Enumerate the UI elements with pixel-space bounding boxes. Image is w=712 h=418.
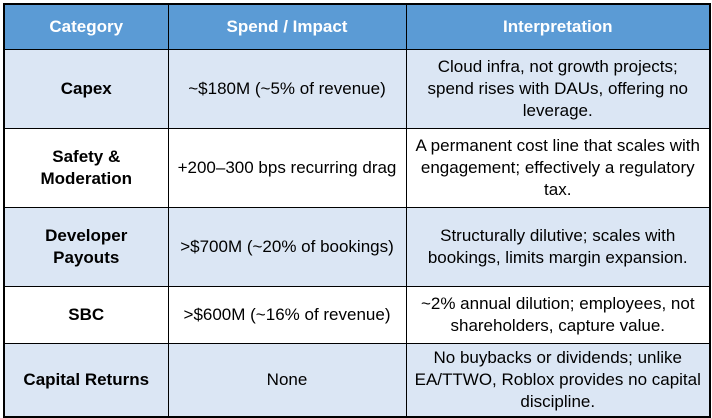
row-category-cell: SBC	[3, 286, 169, 344]
table-row: SBC >$600M (~16% of revenue) ~2% annual …	[3, 286, 711, 344]
row-spend-cell: None	[167, 343, 407, 418]
column-header-interpretation: Interpretation	[405, 3, 711, 50]
table-row: Capital Returns None No buybacks or divi…	[3, 343, 711, 418]
table-row: Capex ~$180M (~5% of revenue) Cloud infr…	[3, 49, 711, 129]
row-interpretation-cell: ~2% annual dilution; employees, not shar…	[405, 286, 711, 344]
column-header-spend-impact: Spend / Impact	[167, 3, 407, 50]
table-row: Safety & Moderation +200–300 bps recurri…	[3, 128, 711, 208]
row-interpretation-cell: Structurally dilutive; scales with booki…	[405, 207, 711, 287]
row-category-cell: Safety & Moderation	[3, 128, 169, 208]
row-spend-cell: >$700M (~20% of bookings)	[167, 207, 407, 287]
row-category-cell: Capital Returns	[3, 343, 169, 418]
row-spend-cell: >$600M (~16% of revenue)	[167, 286, 407, 344]
table-row: Developer Payouts >$700M (~20% of bookin…	[3, 207, 711, 287]
row-spend-cell: ~$180M (~5% of revenue)	[167, 49, 407, 129]
cost-table-container: Category Spend / Impact Interpretation C…	[3, 3, 711, 418]
row-interpretation-cell: No buybacks or dividends; unlike EA/TTWO…	[405, 343, 711, 418]
table-header-row: Category Spend / Impact Interpretation	[3, 3, 711, 50]
row-category-cell: Capex	[3, 49, 169, 129]
row-category-cell: Developer Payouts	[3, 207, 169, 287]
cost-structure-table: Category Spend / Impact Interpretation C…	[3, 3, 711, 418]
row-interpretation-cell: Cloud infra, not growth projects; spend …	[405, 49, 711, 129]
row-spend-cell: +200–300 bps recurring drag	[167, 128, 407, 208]
row-interpretation-cell: A permanent cost line that scales with e…	[405, 128, 711, 208]
column-header-category: Category	[3, 3, 169, 50]
